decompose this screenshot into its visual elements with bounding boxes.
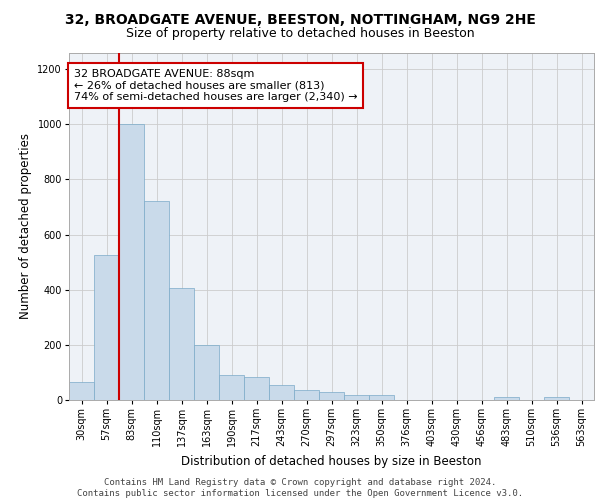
Bar	[194, 346, 219, 400]
X-axis label: Distribution of detached houses by size in Beeston: Distribution of detached houses by size …	[181, 454, 482, 468]
Bar	[319, 392, 344, 400]
Bar	[244, 376, 269, 400]
Bar	[219, 375, 244, 400]
Bar	[169, 288, 194, 400]
Bar	[144, 202, 169, 400]
Bar	[94, 255, 119, 400]
Text: 32, BROADGATE AVENUE, BEESTON, NOTTINGHAM, NG9 2HE: 32, BROADGATE AVENUE, BEESTON, NOTTINGHA…	[65, 12, 535, 26]
Bar	[69, 382, 94, 400]
Y-axis label: Number of detached properties: Number of detached properties	[19, 133, 32, 320]
Text: Contains HM Land Registry data © Crown copyright and database right 2024.
Contai: Contains HM Land Registry data © Crown c…	[77, 478, 523, 498]
Bar	[494, 397, 519, 400]
Bar	[119, 124, 144, 400]
Bar	[344, 395, 369, 400]
Bar	[544, 397, 569, 400]
Text: 32 BROADGATE AVENUE: 88sqm
← 26% of detached houses are smaller (813)
74% of sem: 32 BROADGATE AVENUE: 88sqm ← 26% of deta…	[74, 69, 358, 102]
Bar	[269, 385, 294, 400]
Bar	[294, 390, 319, 400]
Bar	[369, 395, 394, 400]
Text: Size of property relative to detached houses in Beeston: Size of property relative to detached ho…	[125, 28, 475, 40]
